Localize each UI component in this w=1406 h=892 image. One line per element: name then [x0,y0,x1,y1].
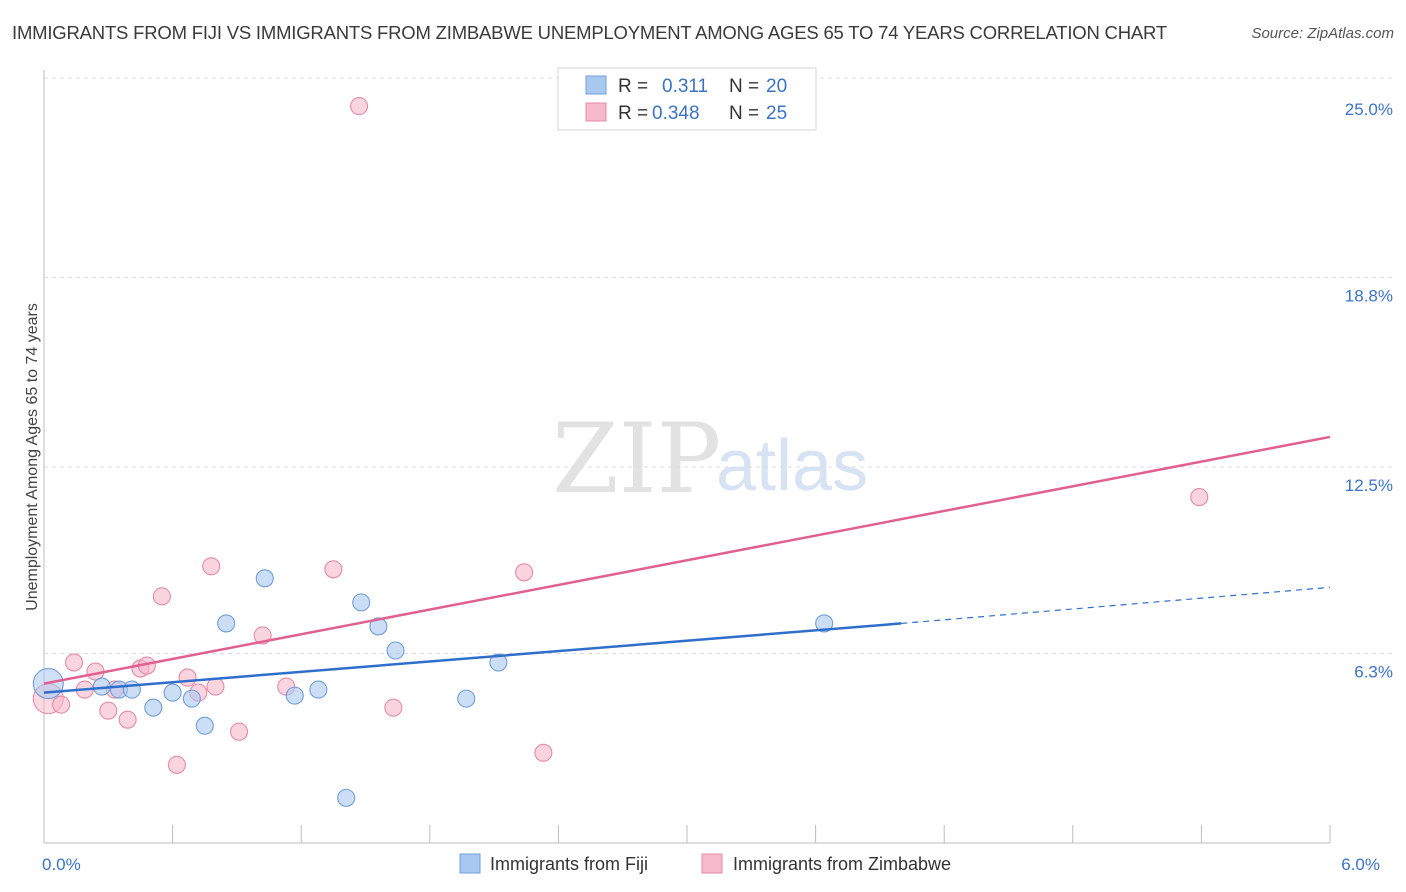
bottom-legend-label-zimbabwe: Immigrants from Zimbabwe [733,854,951,874]
point-zimbabwe [52,695,71,714]
point-fiji [144,698,163,717]
trend-line-fiji [43,622,902,694]
point-zimbabwe [167,755,186,774]
y-axis-label: Unemployment Among Ages 65 to 74 years [24,303,41,611]
legend-r-label-zimbabwe: R = [618,103,648,124]
point-zimbabwe [202,557,221,576]
point-fiji [489,653,508,672]
bottom-legend-swatch-zimbabwe [701,853,723,874]
legend-n-value-fiji: 20 [766,76,787,97]
bottom-legend-label-fiji: Immigrants from Fiji [490,854,648,874]
y-tick-labels: 6.3% 12.5% 18.8% 25.0% [1345,100,1393,681]
bottom-legend-swatch-fiji [459,853,481,874]
point-zimbabwe [178,668,197,687]
point-fiji [352,593,371,612]
x-tick-labels: 0.0% 6.0% [42,855,1380,874]
legend-n-label-zimbabwe: N = [729,103,759,124]
y-tick-label: 12.5% [1345,476,1393,495]
legend-swatch-fiji [585,75,607,95]
x-ticks [172,825,1331,843]
legend-swatch-zimbabwe [585,102,607,122]
point-fiji [457,689,476,708]
bottom-legend: Immigrants from Fiji Immigrants from Zim… [459,853,951,874]
x-tick-label: 0.0% [42,855,81,874]
watermark-atlas: atlas [716,426,868,506]
point-fiji [815,614,834,633]
point-zimbabwe [99,701,118,720]
point-zimbabwe [350,97,369,116]
point-fiji [369,617,388,636]
point-fiji [122,680,141,699]
legend-n-value-zimbabwe: 25 [766,103,787,124]
point-zimbabwe [152,587,171,606]
y-tick-label: 6.3% [1354,663,1393,682]
point-fiji [255,569,274,588]
watermark: ZIP atlas [552,403,868,515]
legend-n-label-fiji: N = [729,76,759,97]
trend-line-zimbabwe [43,435,1331,685]
legend-r-value-fiji: 0.311 [662,76,708,97]
watermark-zip: ZIP [552,403,721,515]
point-fiji [309,680,328,699]
trend-lines [43,435,1331,694]
point-zimbabwe [515,563,534,582]
point-fiji [163,683,182,702]
y-tick-label: 18.8% [1345,287,1393,306]
point-fiji [217,614,236,633]
point-zimbabwe [384,698,403,717]
point-fiji [195,716,214,735]
point-zimbabwe [64,653,84,672]
legend: R = 0.311 N = 20 R = 0.348 N = 25 [557,67,817,131]
point-zimbabwe [534,743,553,762]
scatter-points [32,97,1209,807]
point-fiji [182,689,201,708]
point-zimbabwe [324,560,343,579]
chart-source: Source: ZipAtlas.com [1251,25,1394,42]
point-fiji [386,641,405,660]
legend-r-value-zimbabwe: 0.348 [652,103,700,124]
chart-title: IMMIGRANTS FROM FIJI VS IMMIGRANTS FROM … [12,22,1167,43]
x-tick-label: 6.0% [1341,855,1380,874]
legend-r-label-fiji: R = [618,76,648,97]
y-tick-label: 25.0% [1345,100,1393,119]
point-zimbabwe [118,710,137,729]
point-fiji [285,686,304,705]
point-zimbabwe [206,677,225,696]
point-zimbabwe [229,722,249,741]
point-zimbabwe [1190,488,1209,507]
trend-line-fiji-extension [901,586,1331,625]
gridlines [44,77,1392,655]
point-fiji [337,788,356,807]
